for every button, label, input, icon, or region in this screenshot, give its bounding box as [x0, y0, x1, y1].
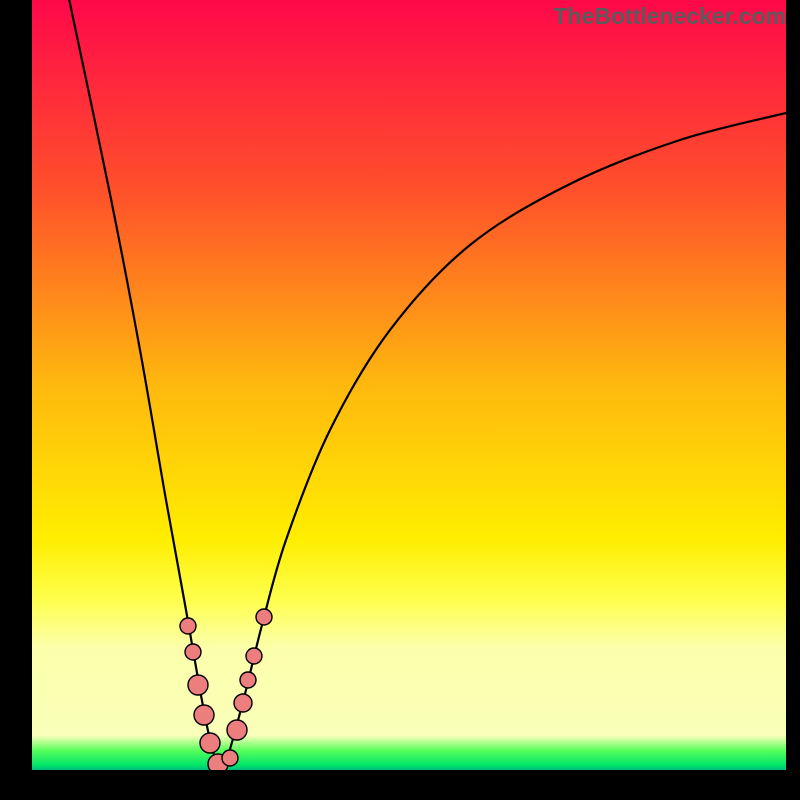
- data-marker: [194, 705, 214, 725]
- bottleneck-curve-layer: [32, 0, 786, 770]
- data-marker: [246, 648, 262, 664]
- data-marker: [180, 618, 196, 634]
- data-marker: [188, 675, 208, 695]
- data-marker: [227, 720, 247, 740]
- chart-border-left: [0, 0, 32, 800]
- data-marker: [256, 609, 272, 625]
- curve-right-branch: [221, 113, 786, 770]
- chart-border-bottom: [0, 770, 800, 800]
- data-marker: [240, 672, 256, 688]
- chart-root: TheBottlenecker.com: [0, 0, 800, 800]
- data-marker: [234, 694, 252, 712]
- plot-area: [32, 0, 786, 770]
- chart-border-right: [786, 0, 800, 800]
- data-marker: [222, 750, 238, 766]
- data-marker: [200, 733, 220, 753]
- data-marker: [185, 644, 201, 660]
- watermark-text: TheBottlenecker.com: [553, 3, 786, 30]
